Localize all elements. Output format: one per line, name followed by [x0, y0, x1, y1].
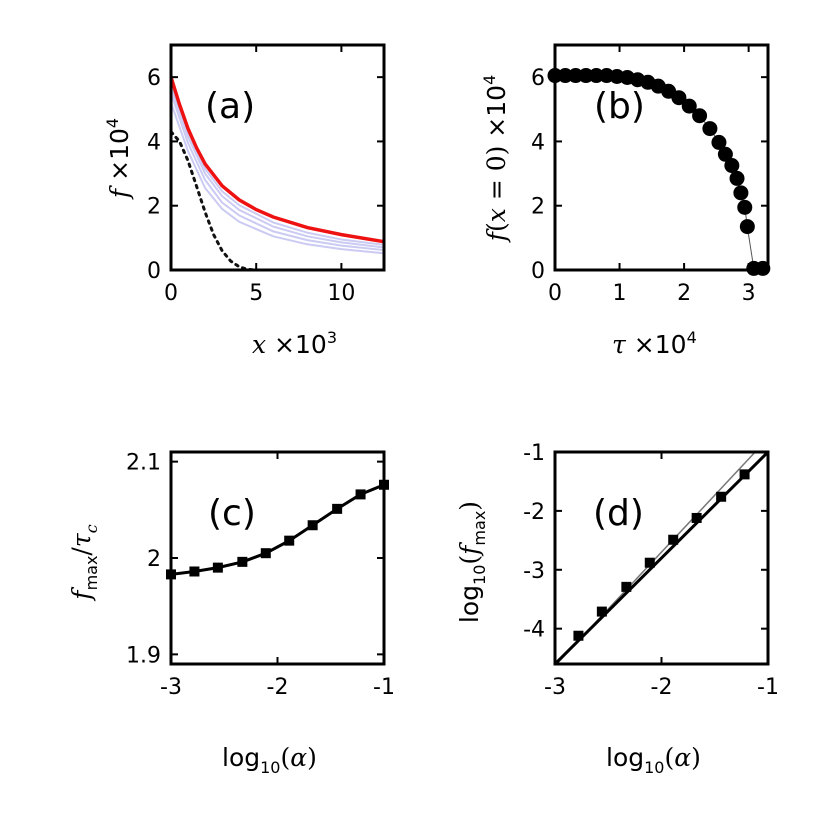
panel-d-point [691, 512, 702, 523]
panel-c-xtick-label: -2 [267, 675, 289, 700]
panel-a-curve-faint-1 [171, 102, 385, 255]
panel-b-point [737, 199, 753, 215]
panel-c-tag: (c) [208, 493, 256, 534]
panel-c-point [307, 520, 318, 531]
panel-b-point [671, 90, 687, 106]
panel-d-point [668, 534, 679, 545]
panel-a-ytick-label: 2 [147, 195, 161, 220]
panel-d-markers [573, 469, 750, 641]
panel-a-xtick-label: 5 [249, 281, 263, 306]
panel-d-point [596, 606, 607, 617]
panel-b-ytick-label: 4 [531, 130, 545, 155]
panel-d-tag: (d) [593, 493, 644, 534]
panel-d-point [716, 491, 727, 502]
panel-d-plot [555, 452, 768, 664]
panel-a-plot [171, 76, 386, 270]
panel-a-xlabel: x ×103 [252, 328, 337, 359]
panel-b-point [681, 98, 697, 114]
panel-c-frame [169, 450, 386, 666]
panel-d-point [644, 557, 655, 568]
panel-b-point [578, 68, 594, 84]
panel-c-ytick-label: 1.9 [126, 643, 161, 668]
panel-c: -3 -2 -1 1.9 2 2.1 (c) log10(α) fmax/τc [67, 450, 395, 777]
panel-b-point [568, 68, 584, 84]
panel-c-point [212, 562, 223, 573]
panel-a-ylabel: f ×104 [103, 118, 134, 200]
panel-d-xtick-label: -1 [757, 675, 779, 700]
panel-d-point [573, 630, 584, 641]
panel-c-point [237, 556, 248, 567]
panel-c-xtick-label: -3 [160, 675, 182, 700]
panel-d-ytick-label: -2 [523, 500, 545, 525]
panel-d-fit-line [555, 452, 768, 664]
panel-a: 0 5 10 0 2 4 6 (a) x ×103 f ×104 [103, 43, 386, 359]
panel-a-frame [169, 43, 386, 272]
panel-d-ytick-label: -1 [523, 441, 545, 466]
panel-d-point [621, 581, 632, 592]
panel-b-xtick-label: 3 [742, 281, 756, 306]
panel-b-point [588, 68, 604, 84]
panel-b-ytick-label: 0 [531, 259, 545, 284]
panel-c-ylabel: fmax/τc [67, 524, 101, 601]
panel-c-point [189, 566, 200, 577]
panel-b-xlabel: τ ×104 [612, 328, 697, 359]
panel-a-curve-dotted [171, 130, 386, 270]
panel-d-ylabel: log10(fmax) [455, 501, 489, 623]
panel-b-point [739, 219, 755, 235]
panel-b-point [717, 146, 733, 162]
panel-c-point [260, 548, 271, 559]
panel-a-ytick-label: 0 [147, 259, 161, 284]
panel-b-point [702, 121, 718, 137]
panel-c-ytick-label: 2 [147, 547, 161, 572]
panel-d-xtick-label: -2 [651, 675, 673, 700]
panel-c-line [171, 483, 384, 576]
panel-b-markers [547, 68, 771, 276]
panel-a-xtick-label: 10 [327, 281, 355, 306]
panel-d-ytick-label: -4 [523, 618, 545, 643]
panel-c-point [332, 503, 343, 514]
panel-a-series [171, 76, 386, 270]
panel-d-xtick-label: -3 [544, 675, 566, 700]
panel-b-point [733, 185, 749, 201]
panel-d: -3 -2 -1 -4 -3 -2 -1 (d) log10(α) log10(fmax) [455, 441, 779, 777]
panel-b-point [724, 158, 740, 174]
panel-c-plot [171, 483, 384, 576]
panel-b-xtick-label: 2 [677, 281, 691, 306]
panel-b-ylabel: f(x = 0) ×104 [480, 75, 511, 244]
panel-b-ticks: 0 1 2 3 0 2 4 6 [531, 45, 768, 306]
panel-b-xtick-label: 0 [548, 281, 562, 306]
panel-a-curve-highlight [171, 76, 385, 244]
panel-d-point [739, 469, 750, 480]
panel-b-point [692, 108, 708, 124]
panel-a-ticks: 0 5 10 0 2 4 6 [147, 45, 384, 306]
panel-a-ytick-label: 6 [147, 66, 161, 91]
panel-a-curve-faint-3 [171, 86, 385, 249]
panel-b-tag: (b) [594, 86, 645, 127]
panel-b-frame [553, 43, 770, 272]
panel-c-point [355, 489, 366, 500]
panel-b-point [729, 170, 745, 186]
panel-c-point [284, 535, 295, 546]
panel-a-xtick-label: 0 [164, 281, 178, 306]
panel-b: 0 1 2 3 0 2 4 6 (b) τ ×104 f(x = 0) ×104 [480, 43, 771, 359]
panel-d-ytick-label: -3 [523, 559, 545, 584]
panel-b-ytick-label: 2 [531, 195, 545, 220]
panel-a-tag: (a) [205, 86, 255, 127]
panel-b-ytick-label: 6 [531, 66, 545, 91]
panel-d-xlabel: log10(α) [606, 743, 701, 777]
panel-b-point [711, 134, 727, 150]
panel-d-ticks: -3 -2 -1 -4 -3 -2 -1 [523, 441, 779, 700]
panel-c-ytick-label: 2.1 [126, 451, 161, 476]
panel-a-curve-faint-2 [171, 92, 385, 252]
panel-b-point [557, 68, 573, 84]
panel-b-xtick-label: 1 [613, 281, 627, 306]
panel-c-ticks: -3 -2 -1 1.9 2 2.1 [126, 451, 395, 700]
panel-c-xlabel: log10(α) [222, 743, 317, 777]
panel-a-ytick-label: 4 [147, 130, 161, 155]
panel-c-markers [166, 479, 389, 580]
panel-c-xtick-label: -1 [373, 675, 395, 700]
